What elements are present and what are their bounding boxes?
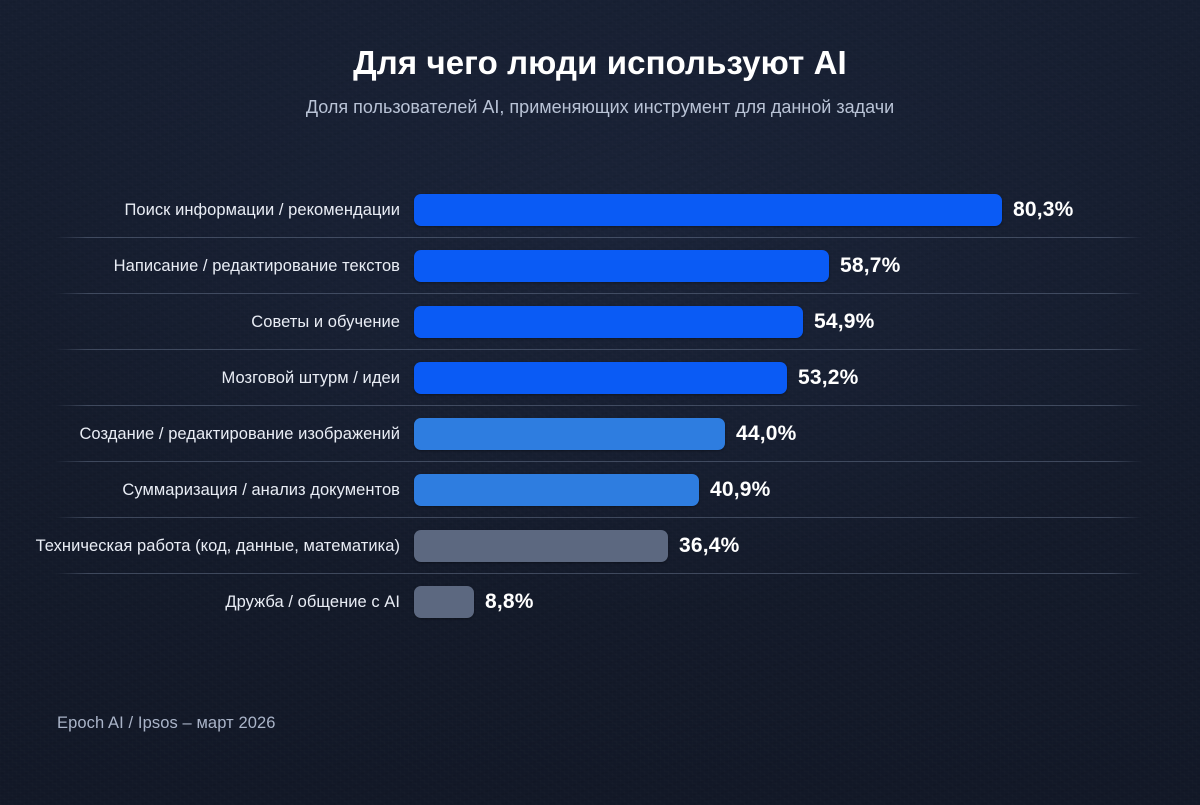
bar-category-label: Мозговой штурм / идеи xyxy=(221,368,400,387)
bar-fill[interactable] xyxy=(414,418,725,450)
bar-value-label: 8,8% xyxy=(485,590,534,613)
row-separator xyxy=(55,349,1143,350)
bar-chart-rows: Поиск информации / рекомендации 80,3% Напи… xyxy=(0,182,1200,630)
bar-track: 54,9% xyxy=(414,294,1200,350)
bar-track: 36,4% xyxy=(414,518,1200,574)
bar-track: 58,7% xyxy=(414,238,1200,294)
page-title: Для чего люди используют AI xyxy=(353,44,847,81)
bar-category-label: Написание / редактирование текстов xyxy=(113,256,400,275)
bar-track: 53,2% xyxy=(414,350,1200,406)
bar-track: 80,3% xyxy=(414,182,1200,238)
bar-fill[interactable] xyxy=(414,362,787,394)
row-separator xyxy=(55,405,1143,406)
bar-row[interactable]: Создание / редактирование изображений 44,… xyxy=(0,406,1200,462)
bar-category-label: Дружба / общение с AI xyxy=(225,592,400,611)
bar-value-label: 44,0% xyxy=(736,422,797,445)
row-separator xyxy=(55,461,1143,462)
bar-value-label: 54,9% xyxy=(814,310,875,333)
bar-row[interactable]: Мозговой штурм / идеи 53,2% xyxy=(0,350,1200,406)
bar-row[interactable]: Суммаризация / анализ документов 40,9% xyxy=(0,462,1200,518)
bar-track: 8,8% xyxy=(414,574,1200,630)
bar-value-label: 36,4% xyxy=(679,534,740,557)
bar-category-label: Суммаризация / анализ документов xyxy=(122,480,400,499)
bar-row[interactable]: Дружба / общение с AI 8,8% xyxy=(0,574,1200,630)
bar-category-label: Создание / редактирование изображений xyxy=(79,424,400,443)
bar-fill[interactable] xyxy=(414,586,474,618)
bar-value-label: 53,2% xyxy=(798,366,859,389)
bar-row[interactable]: Советы и обучение 54,9% xyxy=(0,294,1200,350)
chart-header: Для чего люди используют AI Доля пользов… xyxy=(0,0,1200,118)
bar-track: 44,0% xyxy=(414,406,1200,462)
row-separator xyxy=(55,573,1143,574)
bar-value-label: 40,9% xyxy=(710,478,771,501)
bar-fill[interactable] xyxy=(414,250,829,282)
bar-category-label: Поиск информации / рекомендации xyxy=(124,200,400,219)
bar-category-label: Техническая работа (код, данные, математ… xyxy=(35,536,400,555)
source-note: Epoch AI / Ipsos – март 2026 xyxy=(57,714,276,732)
bar-value-label: 58,7% xyxy=(840,254,901,277)
bar-fill[interactable] xyxy=(414,474,699,506)
bar-track: 40,9% xyxy=(414,462,1200,518)
bar-fill[interactable] xyxy=(414,530,668,562)
bar-row[interactable]: Написание / редактирование текстов 58,7% xyxy=(0,238,1200,294)
chart-subtitle: Доля пользователей AI, применяющих инстр… xyxy=(305,97,895,117)
bar-row[interactable]: Техническая работа (код, данные, математ… xyxy=(0,518,1200,574)
row-separator xyxy=(55,517,1143,518)
bar-fill[interactable] xyxy=(414,306,803,338)
row-separator xyxy=(55,237,1143,238)
row-separator xyxy=(55,293,1143,294)
bar-row[interactable]: Поиск информации / рекомендации 80,3% xyxy=(0,182,1200,238)
bar-value-label: 80,3% xyxy=(1013,198,1074,221)
bar-category-label: Советы и обучение xyxy=(251,312,400,331)
bar-fill[interactable] xyxy=(414,194,1002,226)
